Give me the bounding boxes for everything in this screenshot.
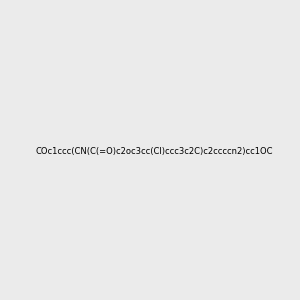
Text: COc1ccc(CN(C(=O)c2oc3cc(Cl)ccc3c2C)c2ccccn2)cc1OC: COc1ccc(CN(C(=O)c2oc3cc(Cl)ccc3c2C)c2ccc…	[35, 147, 272, 156]
